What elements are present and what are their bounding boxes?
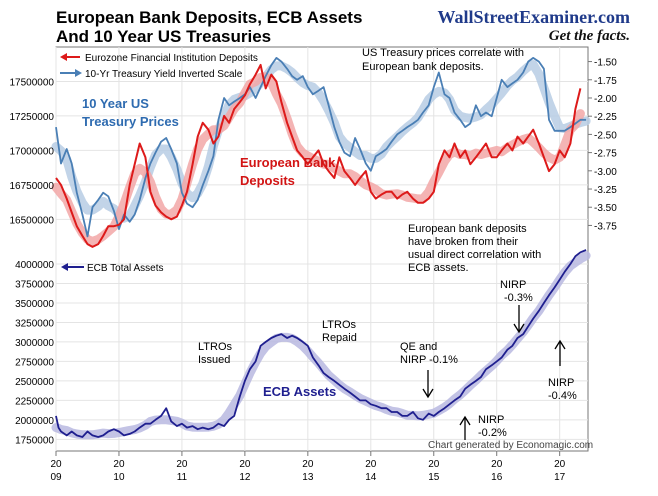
chart-title-line1: European Bank Deposits, ECB Assets <box>56 8 362 27</box>
annotation-nirp-04-line1: NIRP <box>548 377 574 389</box>
y-bottom-tick-label: 3750000 <box>15 280 54 291</box>
y-right-tick-label: -2.25 <box>594 112 617 123</box>
y-right-tick-label: -1.50 <box>594 58 617 69</box>
x-tick-label-top: 20 <box>302 459 314 470</box>
series-lines <box>55 57 587 438</box>
x-tick-label-top: 20 <box>176 459 188 470</box>
y-right-tick-label: -1.75 <box>594 76 617 87</box>
y-right-tick-label: -3.50 <box>594 203 617 214</box>
x-tick-label-top: 20 <box>113 459 125 470</box>
label-bank-deposits-line2: Deposits <box>240 173 295 188</box>
x-tick-label-bottom: 14 <box>365 472 377 483</box>
x-tick-label-bottom: 13 <box>302 472 314 483</box>
series-line-ecb <box>55 249 587 438</box>
label-ecb-assets: ECB Assets <box>263 384 336 399</box>
legend-label-ecb: ECB Total Assets <box>87 263 164 274</box>
annotation-nirp-03-line1: NIRP <box>500 279 526 291</box>
legend-label-yield: 10-Yr Treasury Yield Inverted Scale <box>85 69 243 80</box>
y-left-tick-label: 17500000 <box>10 77 55 88</box>
y-left-tick-label: 16500000 <box>10 215 55 226</box>
trend-band-deposits <box>51 72 585 246</box>
x-tick-label-top: 20 <box>365 459 377 470</box>
annotation-correlation-line1: US Treasury prices correlate with <box>362 47 524 59</box>
annotation-qe-line1: QE and <box>400 341 437 353</box>
trend-band-yield <box>51 60 591 223</box>
x-tick-label-bottom: 15 <box>428 472 440 483</box>
label-treasury-prices-line1: 10 Year US <box>82 96 149 111</box>
y-right-tick-label: -3.75 <box>594 221 617 232</box>
annotation-correlation-line2: European bank deposits. <box>362 61 484 73</box>
x-tick-label-top: 20 <box>239 459 251 470</box>
x-tick-label-bottom: 12 <box>239 472 251 483</box>
annotation-ltros-issued-line2: Issued <box>198 354 230 366</box>
y-bottom-tick-label: 2250000 <box>15 396 54 407</box>
y-left-tick-label: 17250000 <box>10 112 55 123</box>
annotation-ltros-issued-line1: LTROs <box>198 341 233 353</box>
x-tick-label-bottom: 17 <box>554 472 566 483</box>
legend-label-deposits: Eurozone Financial Institution Deposits <box>85 53 258 64</box>
annotation-qe-line2: NIRP -0.1% <box>400 354 458 366</box>
arrow-up-icon <box>554 339 566 366</box>
y-bottom-tick-label: 2500000 <box>15 377 54 388</box>
y-bottom-tick-label: 3250000 <box>15 318 54 329</box>
y-right-tick-label: -2.00 <box>594 94 617 105</box>
y-bottom-tick-label: 3000000 <box>15 338 54 349</box>
axis-labels: 20 09 20 10 20 11 20 12 20 13 20 14 20 15 20 16 20 17 1650… <box>10 58 618 483</box>
annotation-ltros-repaid-line2: Repaid <box>322 332 357 344</box>
y-bottom-tick-label: 3500000 <box>15 299 54 310</box>
y-right-tick-label: -3.00 <box>594 167 617 178</box>
annotation-nirp-03-line2: -0.3% <box>504 292 533 304</box>
annotation-nirp-04-line2: -0.4% <box>548 390 577 402</box>
y-right-tick-label: -2.75 <box>594 149 617 160</box>
annotation-broken-line3: usual direct correlation with <box>408 249 541 261</box>
y-left-tick-label: 17000000 <box>10 146 55 157</box>
label-bank-deposits-line1: European Bank <box>240 155 336 170</box>
y-right-tick-label: -3.25 <box>594 185 617 196</box>
arrow-down-icon <box>513 305 525 334</box>
annotation-ltros-repaid-line1: LTROs <box>322 319 357 331</box>
annotation-broken-line2: have broken from their <box>408 236 518 248</box>
series-line-yield <box>55 57 587 238</box>
x-tick-label-top: 20 <box>554 459 566 470</box>
brand-logo: WallStreetExaminer.com <box>438 7 630 27</box>
y-bottom-tick-label: 1750000 <box>15 435 54 446</box>
brand-tagline: Get the facts. <box>549 28 630 44</box>
annotation-broken-line1: European bank deposits <box>408 223 527 235</box>
label-treasury-prices-line2: Treasury Prices <box>82 114 179 129</box>
y-bottom-tick-label: 4000000 <box>15 260 54 271</box>
legend-arrow-left-icon <box>60 53 80 61</box>
x-tick-label-bottom: 09 <box>50 472 62 483</box>
y-bottom-tick-label: 2000000 <box>15 416 54 427</box>
y-left-tick-label: 16750000 <box>10 181 55 192</box>
credit-text: Chart generated by Economagic.com <box>428 440 593 451</box>
legend-top: Eurozone Financial Institution Deposits … <box>60 53 258 80</box>
arrow-down-icon <box>422 370 434 399</box>
annotation-broken-line4: ECB assets. <box>408 262 469 274</box>
annotation-nirp-02-line1: NIRP <box>478 414 504 426</box>
legend-arrow-left-icon <box>61 263 84 271</box>
x-tick-label-top: 20 <box>491 459 503 470</box>
annotation-nirp-02-line2: -0.2% <box>478 427 507 439</box>
series-line-deposits <box>55 63 582 248</box>
arrow-up-icon <box>459 415 471 440</box>
legend-bottom: ECB Total Assets <box>61 263 164 274</box>
annotation-arrows <box>422 305 566 440</box>
legend-arrow-right-icon <box>60 69 82 77</box>
x-tick-label-top: 20 <box>50 459 62 470</box>
chart-title-line2: And 10 Year US Treasuries <box>56 27 271 46</box>
x-tick-label-bottom: 11 <box>177 472 188 483</box>
x-tick-label-top: 20 <box>428 459 440 470</box>
y-bottom-tick-label: 2750000 <box>15 357 54 368</box>
x-tick-label-bottom: 10 <box>113 472 125 483</box>
y-right-tick-label: -2.50 <box>594 130 617 141</box>
x-tick-label-bottom: 16 <box>491 472 503 483</box>
